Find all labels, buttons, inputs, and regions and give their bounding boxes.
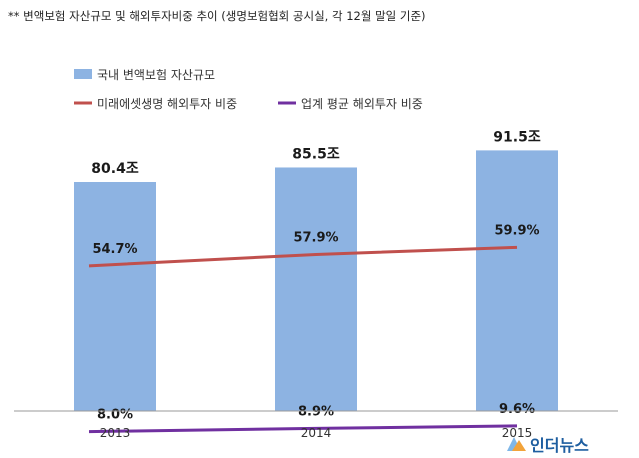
watermark-text: 인더뉴스 <box>530 436 589 455</box>
x-tick-label: 2015 <box>502 426 533 440</box>
bar-series <box>74 150 558 411</box>
line-value-label-industry: 9.6% <box>499 402 535 417</box>
line-value-label-industry: 8.9% <box>298 404 334 419</box>
x-tick-label: 2014 <box>301 426 332 440</box>
line-value-label-mirae: 54.7% <box>92 242 137 257</box>
bar-value-label: 80.4조 <box>91 161 139 177</box>
bar-2015 <box>476 150 558 411</box>
line-mirae <box>88 245 518 268</box>
bar-2013 <box>74 182 156 411</box>
line-value-label-mirae: 57.9% <box>293 230 338 245</box>
legend: 국내 변액보험 자산규모 미래에셋생명 해외투자 비중 업계 평균 해외투자 비… <box>74 68 423 111</box>
bar-2014 <box>275 167 357 411</box>
watermark: 인더뉴스 <box>507 436 589 455</box>
legend-swatch-assets <box>74 69 92 79</box>
line-series <box>88 245 518 434</box>
line-value-label-mirae: 59.9% <box>494 223 539 238</box>
legend-label-mirae: 미래에셋생명 해외투자 비중 <box>97 97 237 111</box>
data-labels: 80.4조 85.5조 91.5조 54.7% 57.9% 59.9% 8.0% 8.9% 9.… <box>91 129 541 422</box>
bar-value-label: 91.5조 <box>493 129 541 145</box>
line-value-label-industry: 8.0% <box>97 408 133 423</box>
x-tick-label: 2013 <box>100 426 131 440</box>
line-industry <box>88 424 518 434</box>
x-axis-ticks: 2013 2014 2015 <box>100 426 533 440</box>
bar-value-label: 85.5조 <box>292 146 340 162</box>
watermark-logo-icon <box>507 437 526 451</box>
chart-note: ** 변액보험 자산규모 및 해외투자비중 추이 (생명보험협회 공시실, 각 … <box>8 9 426 23</box>
legend-label-assets: 국내 변액보험 자산규모 <box>97 68 215 82</box>
legend-label-industry: 업계 평균 해외투자 비중 <box>301 97 423 111</box>
